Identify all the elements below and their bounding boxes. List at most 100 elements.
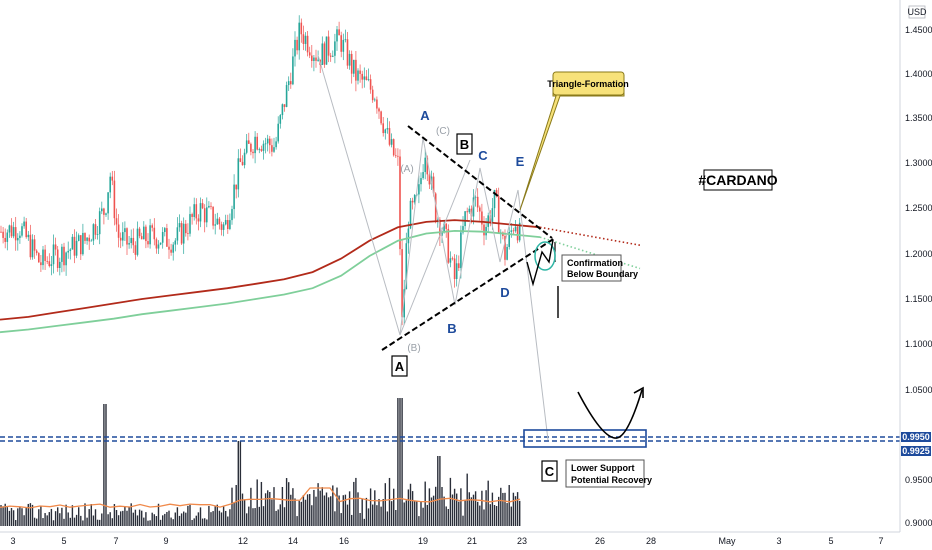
volume-bar <box>84 503 86 526</box>
candle-body <box>161 232 164 243</box>
volume-bar <box>420 501 422 526</box>
volume-bar <box>185 512 187 526</box>
candle-body <box>308 52 311 56</box>
candle-body <box>338 29 340 36</box>
volume-bar <box>369 488 372 526</box>
volume-bar <box>225 510 227 526</box>
volume-bar <box>155 516 158 526</box>
moving-average-line <box>0 229 541 334</box>
volume-bar <box>231 487 233 526</box>
candle-body <box>422 172 424 179</box>
volume-bar <box>342 495 344 526</box>
candle-body <box>88 237 90 242</box>
wave-label-b: B <box>447 321 456 336</box>
volume-bar <box>279 504 281 526</box>
volume-bar <box>4 503 6 526</box>
volume-bar <box>54 511 57 526</box>
volume-bar <box>36 518 38 526</box>
candle-body <box>292 56 294 85</box>
volume-bar <box>48 512 50 526</box>
candle-body <box>353 59 355 74</box>
volume-bar <box>86 517 88 526</box>
moving-average-projection <box>539 226 641 246</box>
candle-body <box>420 178 422 185</box>
volume-bar <box>218 510 221 526</box>
candle-body <box>61 246 63 262</box>
volume-bar <box>159 519 162 526</box>
candle-body <box>54 244 57 250</box>
volume-bar <box>483 509 485 526</box>
volume-bar <box>241 493 244 526</box>
candle-body <box>512 230 515 232</box>
price-tag-lower-text: 0.9925 <box>902 446 930 456</box>
volume-bar <box>290 494 292 526</box>
volume-bar <box>88 509 90 526</box>
volume-bar <box>489 504 491 526</box>
wave-box-a-label: A <box>395 359 405 374</box>
candle-body <box>317 59 319 61</box>
candle-body <box>262 143 265 151</box>
callout-text: Triangle-Formation <box>547 79 629 89</box>
candle-body <box>182 223 185 244</box>
candle-body <box>254 136 256 154</box>
candle-body <box>6 232 9 242</box>
volume-bar <box>214 506 216 526</box>
volume-bar <box>479 505 481 526</box>
volume-bar <box>386 511 389 526</box>
candle-body <box>397 155 399 157</box>
candle-body <box>371 89 374 101</box>
volume-bar <box>445 506 447 526</box>
volume-bar <box>430 497 433 526</box>
candle-body <box>264 143 267 145</box>
volume-bar <box>481 490 483 526</box>
wave-label-e: E <box>516 154 525 169</box>
volume-bar <box>516 492 519 526</box>
candle-body <box>187 233 189 234</box>
candle-body <box>92 224 95 241</box>
confirmation-note-box <box>561 254 622 282</box>
volume-bar <box>426 504 428 526</box>
volume-bar <box>189 504 191 526</box>
wave-box-b-label: B <box>460 137 469 152</box>
candle-body <box>405 243 408 290</box>
volume-bar <box>117 515 120 526</box>
volume-bar <box>101 513 103 526</box>
candle-body <box>374 99 376 101</box>
candle-body <box>130 237 132 244</box>
candle-body <box>424 157 426 173</box>
volume-bar <box>453 488 456 526</box>
volume-bar <box>294 498 296 526</box>
candle-body <box>180 223 183 244</box>
candle-body <box>243 152 246 166</box>
volume-bar <box>474 491 477 526</box>
candle-body <box>325 36 328 65</box>
volume-bar <box>338 495 340 526</box>
volume-bar <box>493 505 496 526</box>
candle-body <box>124 228 126 233</box>
candle-body <box>311 55 313 61</box>
candle-body <box>449 258 452 263</box>
x-tick-label: 9 <box>163 536 168 546</box>
volume-bar <box>309 494 311 526</box>
x-tick-label: 7 <box>113 536 118 546</box>
volume-bar <box>458 501 460 526</box>
candle-body <box>241 161 244 166</box>
volume-bar <box>487 480 489 526</box>
candle-body <box>476 196 479 208</box>
volume-bar <box>267 490 269 526</box>
volume-bar <box>456 493 458 526</box>
candle-body <box>29 234 32 258</box>
candle-body <box>117 224 120 238</box>
volume-bar <box>73 517 76 526</box>
volume-bar <box>90 504 92 526</box>
candle-body <box>336 29 338 42</box>
y-tick-label: 0.9000 <box>905 518 932 528</box>
volume-bar <box>273 487 275 526</box>
volume-bar <box>472 494 475 526</box>
candle-body <box>390 139 393 145</box>
currency-badge[interactable] <box>908 5 926 19</box>
volume-bar <box>38 509 40 526</box>
y-tick-label: 1.3500 <box>905 113 932 123</box>
volume-bar <box>300 501 302 526</box>
